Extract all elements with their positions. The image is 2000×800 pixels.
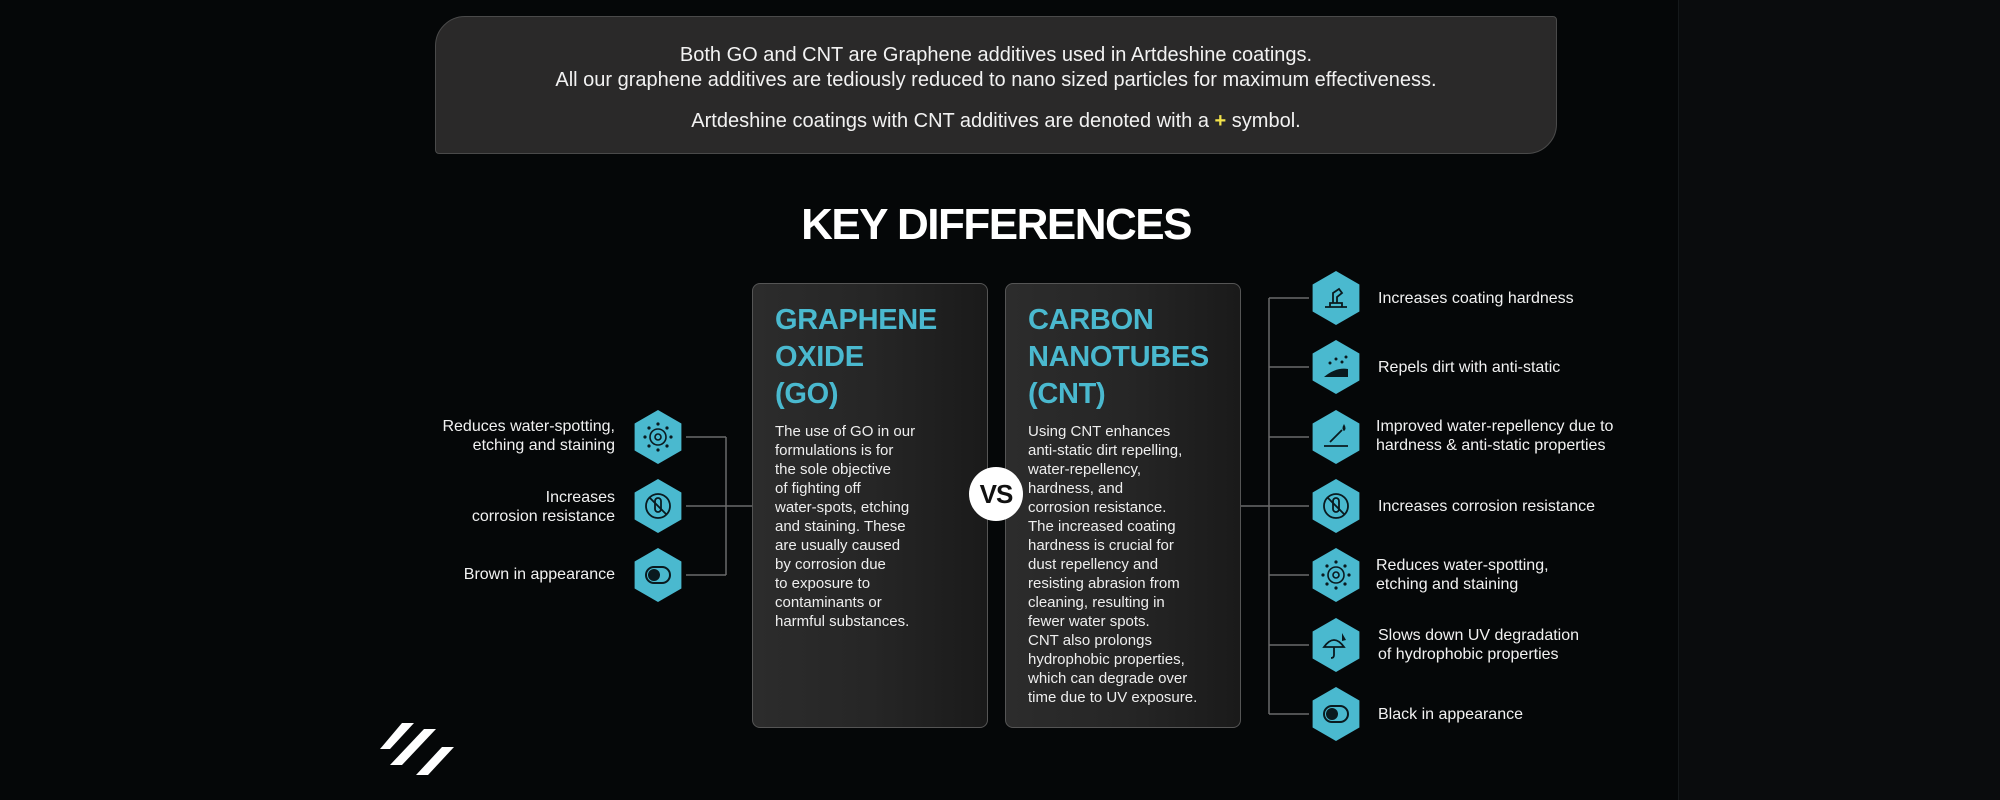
feature-text: Slows down UV degradation bbox=[1378, 627, 1580, 644]
feature-text: Repels dirt with anti-static bbox=[1378, 359, 1561, 376]
intro-line-1: Both GO and CNT are Graphene additives u… bbox=[679, 44, 1313, 66]
hardness-icon bbox=[1308, 270, 1364, 326]
feature-text: Increases coating hardness bbox=[1378, 290, 1574, 307]
brand-logo-icon bbox=[380, 723, 454, 775]
cnt-text-line: fewer water spots. bbox=[1028, 613, 1150, 630]
cnt-text-line: resisting abrasion from bbox=[1028, 575, 1180, 592]
right-side-strip bbox=[1678, 0, 2000, 800]
cnt-feature-uv: Slows down UV degradation of hydrophobic… bbox=[1378, 626, 1579, 664]
plus-symbol: + bbox=[1214, 110, 1227, 132]
cnt-feature-hardness: Increases coating hardness bbox=[1378, 289, 1574, 308]
feature-text: corrosion resistance bbox=[471, 508, 615, 525]
cnt-heading-line: (CNT) bbox=[1028, 378, 1106, 410]
intro-line-3-text: Artdeshine coatings with CNT additives a… bbox=[691, 110, 1209, 132]
vs-badge: VS bbox=[969, 467, 1023, 521]
cnt-feature-corrosion: Increases corrosion resistance bbox=[1378, 497, 1595, 516]
cnt-text-line: CNT also prolongs bbox=[1028, 632, 1152, 649]
cnt-text-line: The increased coating bbox=[1028, 518, 1176, 535]
cnt-text-line: Using CNT enhances bbox=[1028, 423, 1171, 440]
cnt-feature-black: Black in appearance bbox=[1378, 705, 1523, 724]
intro-line-3-end: symbol. bbox=[1231, 110, 1301, 132]
cnt-feature-dirt: Repels dirt with anti-static bbox=[1378, 358, 1560, 377]
water-drops-icon bbox=[630, 409, 686, 465]
go-heading-line: (GO) bbox=[775, 378, 839, 410]
cnt-heading: CARBON NANOTUBES (CNT) bbox=[1028, 302, 1238, 413]
go-description: The use of GO in our formulations is for… bbox=[775, 422, 980, 631]
go-text-line: formulations is for bbox=[775, 442, 894, 459]
feature-text: Black in appearance bbox=[1378, 706, 1523, 723]
feature-text: Increases bbox=[545, 489, 615, 506]
dirt-repel-icon bbox=[1308, 339, 1364, 395]
go-heading: GRAPHENE OXIDE (GO) bbox=[775, 302, 985, 413]
go-text-line: are usually caused bbox=[775, 537, 901, 554]
carbon-nanotubes-card: CARBON NANOTUBES (CNT) Using CNT enhance… bbox=[1005, 283, 1241, 728]
go-text-line: to exposure to bbox=[775, 575, 871, 592]
cnt-text-line: corrosion resistance. bbox=[1028, 499, 1167, 516]
feature-text: etching and staining bbox=[1376, 576, 1519, 593]
key-differences-title: KEY DIFFERENCES bbox=[801, 200, 1192, 249]
cnt-feature-water-repellency: Improved water-repellency due to hardnes… bbox=[1376, 417, 1613, 455]
intro-line-3: Artdeshine coatings with CNT additives a… bbox=[436, 109, 1556, 134]
cnt-text-line: which can degrade over bbox=[1028, 670, 1188, 687]
feature-text: Reduces water-spotting, bbox=[442, 418, 615, 435]
go-text-line: by corrosion due bbox=[775, 556, 886, 573]
go-text-line: harmful substances. bbox=[775, 613, 910, 630]
cnt-text-line: water-repellency, bbox=[1028, 461, 1142, 478]
go-feature-brown: Brown in appearance bbox=[464, 565, 615, 584]
cnt-text-line: hardness is crucial for bbox=[1028, 537, 1174, 554]
intro-box: Both GO and CNT are Graphene additives u… bbox=[435, 16, 1557, 154]
cnt-text-line: hardness, and bbox=[1028, 480, 1124, 497]
feature-text: Reduces water-spotting, bbox=[1376, 557, 1549, 574]
feature-text: Brown in appearance bbox=[463, 566, 615, 583]
feature-text: of hydrophobic properties bbox=[1378, 646, 1559, 663]
cnt-text-line: cleaning, resulting in bbox=[1028, 594, 1165, 611]
feature-text: etching and staining bbox=[472, 437, 615, 454]
go-text-line: The use of GO in our bbox=[775, 423, 916, 440]
go-heading-line: OXIDE bbox=[775, 341, 864, 373]
cnt-text-line: dust repellency and bbox=[1028, 556, 1159, 573]
intro-line-2: All our graphene additives are tediously… bbox=[555, 69, 1437, 91]
graphene-oxide-card: GRAPHENE OXIDE (GO) The use of GO in our… bbox=[752, 283, 988, 728]
uv-umbrella-icon bbox=[1308, 617, 1364, 673]
appearance-toggle-icon bbox=[1308, 686, 1364, 742]
appearance-toggle-icon bbox=[630, 547, 686, 603]
go-heading-line: GRAPHENE bbox=[775, 304, 937, 336]
cnt-description: Using CNT enhances anti-static dirt repe… bbox=[1028, 422, 1233, 707]
cnt-feature-water-spotting: Reduces water-spotting, etching and stai… bbox=[1376, 556, 1549, 594]
go-text-line: and staining. These bbox=[775, 518, 906, 535]
cnt-heading-line: NANOTUBES bbox=[1028, 341, 1209, 373]
cnt-text-line: hydrophobic properties, bbox=[1028, 651, 1185, 668]
go-text-line: contaminants or bbox=[775, 594, 882, 611]
feature-text: Increases corrosion resistance bbox=[1378, 498, 1595, 515]
cnt-heading-line: CARBON bbox=[1028, 304, 1154, 336]
go-text-line: the sole objective bbox=[775, 461, 891, 478]
go-feature-water-spotting: Reduces water-spotting, etching and stai… bbox=[442, 417, 615, 455]
no-corrosion-icon bbox=[630, 478, 686, 534]
go-text-line: of fighting off bbox=[775, 480, 861, 497]
water-repel-icon bbox=[1308, 409, 1364, 465]
go-feature-corrosion: Increases corrosion resistance bbox=[472, 488, 615, 526]
no-corrosion-icon bbox=[1308, 478, 1364, 534]
cnt-text-line: time due to UV exposure. bbox=[1028, 689, 1198, 706]
feature-text: hardness & anti-static properties bbox=[1376, 437, 1606, 454]
go-text-line: water-spots, etching bbox=[775, 499, 910, 516]
water-drops-icon bbox=[1308, 547, 1364, 603]
feature-text: Improved water-repellency due to bbox=[1376, 418, 1614, 435]
cnt-text-line: anti-static dirt repelling, bbox=[1028, 442, 1183, 459]
